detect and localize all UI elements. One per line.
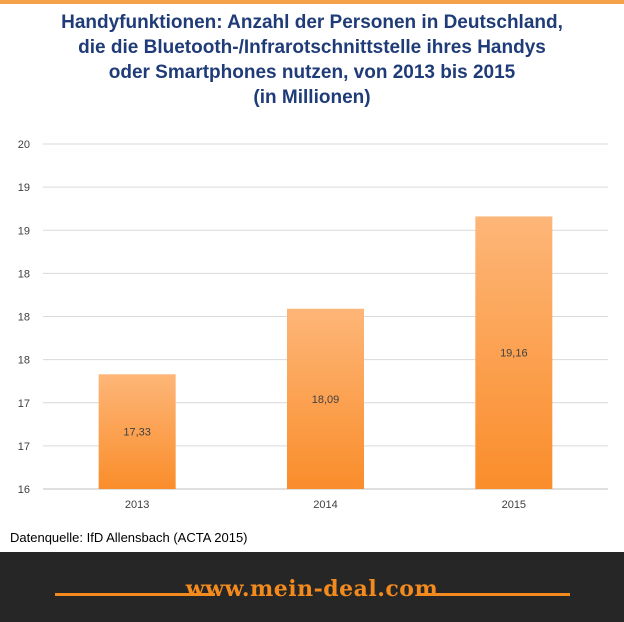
bar-2015 [475, 216, 553, 489]
title-line-2: die die Bluetooth-/Infrarotschnittstelle… [78, 37, 546, 58]
title-line-1: Handyfunktionen: Anzahl der Personen in … [61, 12, 563, 33]
footer-line-right [420, 593, 570, 596]
x-tick-label: 2013 [125, 499, 149, 511]
chart-title: Handyfunktionen: Anzahl der Personen in … [0, 10, 624, 110]
bar-2013 [98, 374, 176, 489]
x-tick-label: 2015 [502, 499, 526, 511]
y-tick-label: 17 [18, 441, 30, 453]
data-label: 19,16 [500, 348, 528, 360]
bar-chart: 16 17 17 18 18 18 19 19 20 17,33 2013 18,09 2014 19,1… [18, 139, 608, 511]
y-tick-label: 18 [18, 268, 30, 280]
x-tick-label: 2014 [313, 499, 337, 511]
y-tick-label: 20 [18, 139, 30, 151]
bar-2014 [287, 308, 364, 489]
y-tick-label: 19 [18, 182, 30, 194]
data-label: 18,09 [312, 394, 340, 406]
y-tick-label: 18 [18, 312, 30, 324]
data-label: 17,33 [123, 427, 151, 439]
top-accent-rule [0, 0, 624, 4]
y-tick-label: 18 [18, 355, 30, 367]
y-tick-label: 16 [18, 484, 30, 496]
footer-banner: www.mein-deal.com [0, 552, 624, 622]
footer-site-link[interactable]: www.mein-deal.com [185, 576, 439, 602]
title-line-4: (in Millionen) [253, 87, 371, 108]
data-source-note: Datenquelle: IfD Allensbach (ACTA 2015) [10, 530, 248, 545]
y-tick-label: 17 [18, 398, 30, 410]
title-line-3: oder Smartphones nutzen, von 2013 bis 20… [108, 62, 516, 83]
footer-line-left [55, 593, 215, 596]
y-tick-label: 19 [18, 225, 30, 237]
